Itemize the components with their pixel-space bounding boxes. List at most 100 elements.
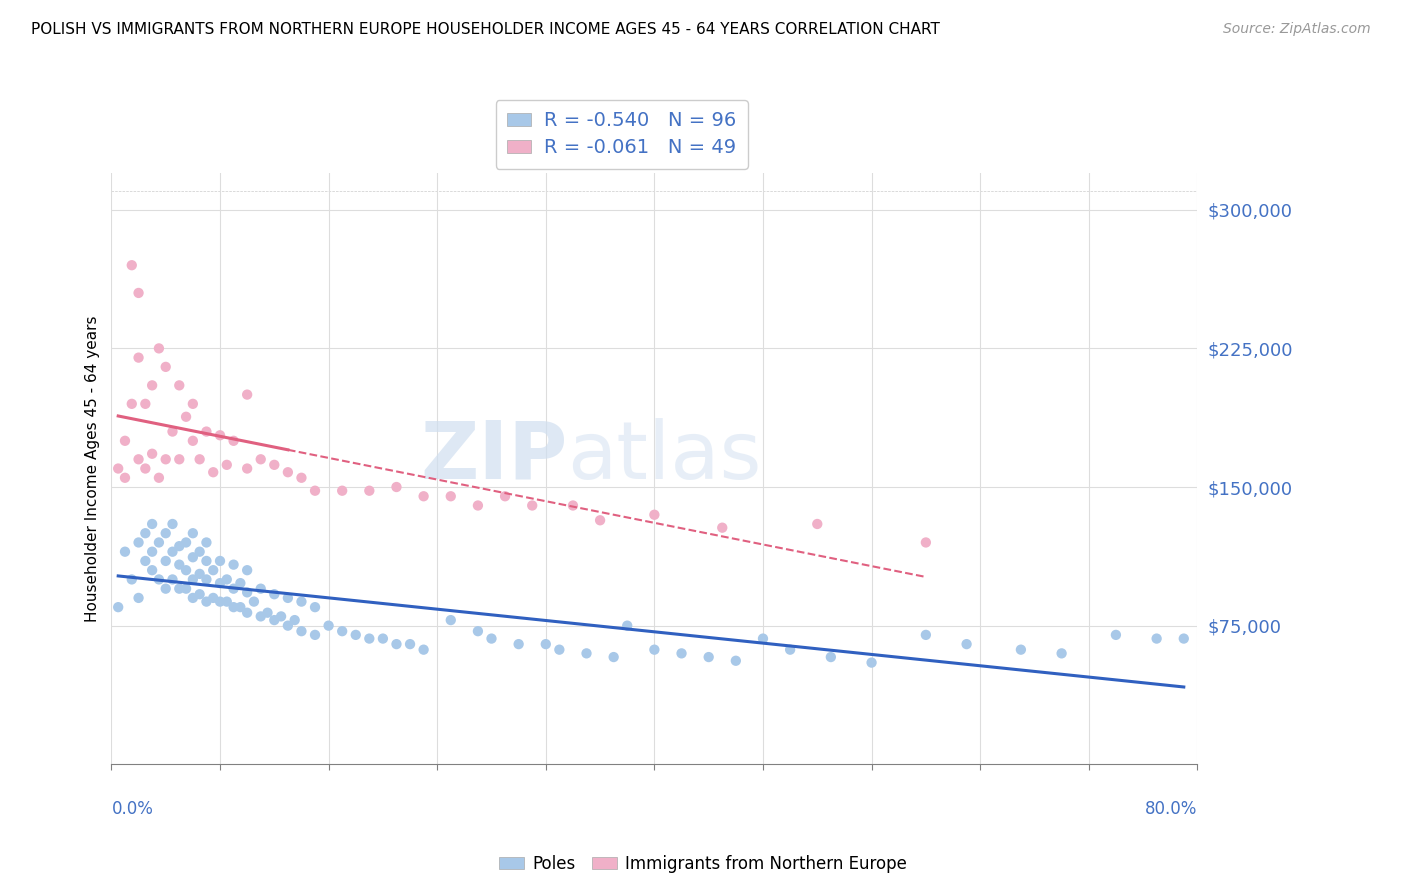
Point: [236, 461, 259, 475]
Point: [330, 483, 353, 498]
Point: [141, 563, 163, 577]
Point: [263, 587, 285, 601]
Point: [548, 642, 571, 657]
Point: [141, 447, 163, 461]
Point: [195, 425, 218, 439]
Point: [589, 513, 612, 527]
Point: [169, 378, 191, 392]
Point: [195, 594, 218, 608]
Point: [229, 576, 252, 591]
Point: [385, 480, 408, 494]
Point: [222, 600, 245, 615]
Point: [134, 526, 156, 541]
Point: [162, 425, 184, 439]
Point: [494, 489, 516, 503]
Point: [181, 591, 204, 605]
Point: [955, 637, 977, 651]
Point: [915, 535, 938, 549]
Point: [188, 452, 211, 467]
Point: [1173, 632, 1195, 646]
Text: 80.0%: 80.0%: [1144, 800, 1198, 818]
Point: [181, 573, 204, 587]
Point: [162, 545, 184, 559]
Point: [860, 656, 883, 670]
Point: [318, 618, 340, 632]
Point: [169, 539, 191, 553]
Point: [107, 600, 129, 615]
Point: [616, 618, 638, 632]
Point: [148, 535, 170, 549]
Point: [181, 550, 204, 565]
Point: [162, 516, 184, 531]
Point: [481, 632, 503, 646]
Point: [290, 594, 312, 608]
Point: [359, 483, 381, 498]
Point: [359, 632, 381, 646]
Point: [114, 471, 136, 485]
Point: [215, 458, 238, 472]
Point: [222, 582, 245, 596]
Point: [779, 642, 801, 657]
Text: POLISH VS IMMIGRANTS FROM NORTHERN EUROPE HOUSEHOLDER INCOME AGES 45 - 64 YEARS : POLISH VS IMMIGRANTS FROM NORTHERN EUROP…: [31, 22, 939, 37]
Point: [208, 554, 231, 568]
Point: [128, 591, 150, 605]
Text: Source: ZipAtlas.com: Source: ZipAtlas.com: [1223, 22, 1371, 37]
Point: [121, 573, 143, 587]
Point: [169, 558, 191, 572]
Point: [174, 563, 197, 577]
Point: [263, 458, 285, 472]
Legend: Poles, Immigrants from Northern Europe: Poles, Immigrants from Northern Europe: [492, 848, 914, 880]
Point: [236, 606, 259, 620]
Point: [148, 342, 170, 356]
Point: [222, 558, 245, 572]
Point: [440, 613, 463, 627]
Point: [128, 452, 150, 467]
Point: [181, 526, 204, 541]
Point: [181, 397, 204, 411]
Point: [162, 573, 184, 587]
Point: [371, 632, 394, 646]
Point: [169, 582, 191, 596]
Point: [215, 594, 238, 608]
Point: [155, 526, 177, 541]
Point: [643, 642, 665, 657]
Point: [128, 535, 150, 549]
Point: [148, 471, 170, 485]
Point: [249, 582, 271, 596]
Point: [195, 573, 218, 587]
Point: [174, 409, 197, 424]
Point: [399, 637, 422, 651]
Point: [697, 650, 720, 665]
Point: [277, 591, 299, 605]
Point: [155, 582, 177, 596]
Point: [412, 489, 434, 503]
Point: [155, 554, 177, 568]
Text: ZIP: ZIP: [420, 417, 568, 496]
Point: [121, 258, 143, 272]
Point: [820, 650, 842, 665]
Point: [236, 585, 259, 599]
Point: [195, 535, 218, 549]
Point: [711, 521, 734, 535]
Point: [202, 591, 225, 605]
Point: [195, 554, 218, 568]
Point: [412, 642, 434, 657]
Point: [134, 397, 156, 411]
Y-axis label: Householder Income Ages 45 - 64 years: Householder Income Ages 45 - 64 years: [86, 315, 100, 622]
Point: [188, 566, 211, 581]
Point: [522, 499, 544, 513]
Point: [155, 359, 177, 374]
Point: [344, 628, 367, 642]
Point: [208, 594, 231, 608]
Point: [188, 545, 211, 559]
Point: [215, 573, 238, 587]
Point: [128, 351, 150, 365]
Point: [277, 465, 299, 479]
Point: [236, 563, 259, 577]
Point: [724, 654, 747, 668]
Point: [155, 452, 177, 467]
Point: [169, 452, 191, 467]
Legend: R = -0.540   N = 96, R = -0.061   N = 49: R = -0.540 N = 96, R = -0.061 N = 49: [495, 100, 748, 169]
Point: [222, 434, 245, 448]
Point: [107, 461, 129, 475]
